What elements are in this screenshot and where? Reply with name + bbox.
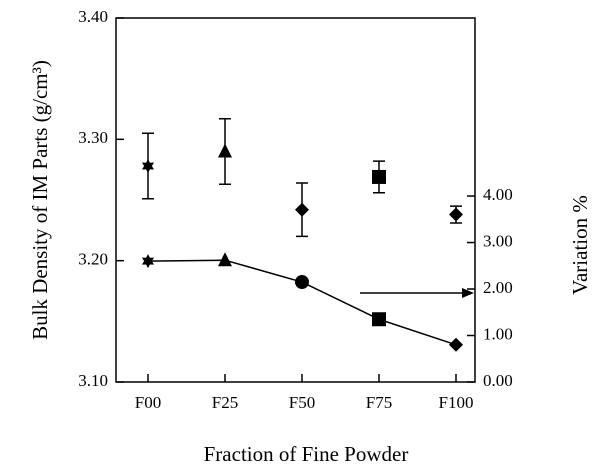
annotation-arrowhead: [462, 288, 474, 298]
y-tick-label: 3.40: [78, 7, 108, 26]
marker: [372, 169, 386, 184]
y2-tick-label: 1.00: [483, 324, 513, 343]
x-tick-label: F25: [212, 393, 238, 412]
y2-axis-label: Variation %: [568, 195, 592, 295]
marker: [449, 207, 463, 222]
marker: [218, 143, 232, 158]
y-axis-label: Bulk Density of IM Parts (g/cm³): [28, 60, 52, 340]
plot-frame: [115, 17, 476, 383]
y2-tick-label: 3.00: [483, 231, 513, 250]
y-tick-label: 3.10: [78, 371, 108, 390]
marker: [449, 337, 463, 352]
y2-tick-label: 0.00: [483, 371, 513, 390]
y-tick-label: 3.30: [78, 128, 108, 147]
marker: [295, 202, 309, 217]
y2-tick-label: 2.00: [483, 278, 513, 297]
x-tick-label: F75: [366, 393, 392, 412]
x-tick-label: F100: [439, 393, 474, 412]
marker: [218, 252, 232, 267]
x-axis-label: Fraction of Fine Powder: [204, 442, 409, 466]
marker: [141, 159, 155, 174]
x-tick-label: F00: [135, 393, 161, 412]
y-tick-label: 3.20: [78, 250, 108, 269]
x-tick-label: F50: [289, 393, 315, 412]
marker: [141, 254, 155, 269]
series-line: [147, 259, 457, 346]
marker: [372, 312, 386, 327]
y2-tick-label: 4.00: [483, 185, 513, 204]
marker: [295, 275, 309, 290]
